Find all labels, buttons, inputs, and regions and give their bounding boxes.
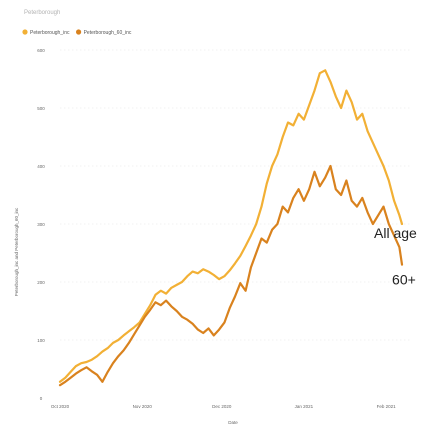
chart-title: Peterborough: [24, 10, 60, 16]
legend-label-0: Peterborough_inc: [30, 30, 70, 36]
x-tick-label-2: Dec 2020: [212, 404, 232, 409]
legend-marker-1: [76, 29, 82, 35]
x-tick-label-4: Feb 2021: [377, 404, 397, 409]
x-axis-title: Date: [228, 420, 238, 425]
annotation-1: 60+: [392, 272, 416, 288]
y-axis-title: Peterborough_inc and Peterborough_60_inc: [14, 207, 19, 296]
legend-label-1: Peterborough_60_inc: [84, 30, 132, 36]
y-tick-label-4: 400: [37, 164, 45, 169]
x-tick-label-3: Jan 2021: [295, 404, 314, 409]
annotation-0: All age: [374, 225, 417, 241]
y-tick-label-1: 100: [37, 338, 45, 343]
legend-marker-0: [22, 29, 28, 35]
y-tick-label-5: 500: [37, 106, 45, 111]
legend: Peterborough_inc Peterborough_60_inc: [22, 29, 132, 36]
series-layer: [58, 69, 404, 387]
series-line-0: [58, 69, 404, 383]
x-axis-ticks: Oct 2020 Nov 2020 Dec 2020 Jan 2021 Feb 2021: [51, 404, 396, 409]
x-tick-label-1: Nov 2020: [133, 404, 153, 409]
annotation-layer: All age 60+: [374, 225, 417, 288]
y-tick-label-3: 300: [37, 222, 45, 227]
y-tick-label-6: 600: [37, 48, 45, 53]
y-tick-label-2: 200: [37, 280, 45, 285]
series-line-1: [58, 164, 404, 387]
y-axis-ticks: 0 100 200 300 400 500 600: [37, 48, 45, 401]
y-tick-label-0: 0: [40, 396, 43, 401]
x-tick-label-0: Oct 2020: [51, 404, 70, 409]
